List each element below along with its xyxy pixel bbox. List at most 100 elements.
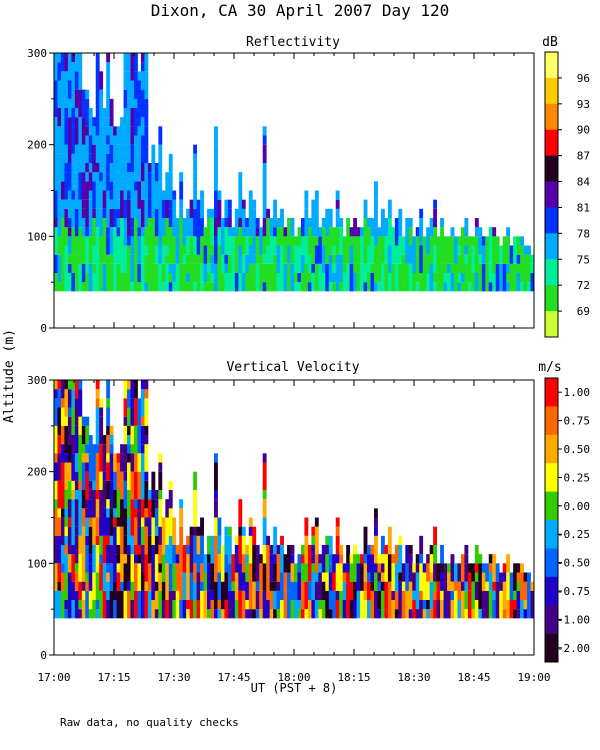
heatmap-cell [224,254,229,264]
heatmap-cell [106,563,111,573]
heatmap-cell [349,600,354,619]
heatmap-cell [200,218,204,237]
heatmap-cell [443,273,448,283]
heatmap-cell [419,600,424,619]
heatmap-cell [99,435,104,445]
heatmap-cell [95,407,100,435]
heatmap-cell [151,600,156,619]
heatmap-cell [353,245,358,273]
heatmap-cell [419,218,424,246]
heatmap-cell [454,563,458,582]
heatmap-cell [57,380,62,390]
heatmap-cell [161,581,166,600]
heatmap-cell [85,181,90,200]
heatmap-cell [300,245,305,255]
heatmap-cell [64,263,69,273]
heatmap-cell [78,600,83,610]
heatmap-cell [405,218,410,228]
heatmap-cell [401,254,406,283]
heatmap-cell [168,480,173,490]
heatmap-cell [102,435,107,445]
heatmap-cell [474,245,479,273]
heatmap-cell [394,545,399,564]
y-tick-label: 100 [27,557,47,570]
heatmap-cell [109,227,114,255]
heatmap-cell [471,572,476,582]
heatmap-cell [158,135,163,145]
heatmap-cell [88,227,93,237]
heatmap-cell [140,572,145,591]
heatmap-cell [234,273,239,292]
heatmap-cell [370,581,375,591]
heatmap-cell [234,545,239,573]
heatmap-cell [269,609,274,619]
heatmap-cell [241,199,246,209]
heatmap-cell [165,282,170,292]
heatmap-cell [140,53,145,63]
heatmap-cell [224,263,229,273]
heatmap-cell [255,609,260,619]
heatmap-cell [78,153,83,173]
heatmap-cell [74,499,79,527]
heatmap-cell [67,444,72,463]
heatmap-cell [447,273,451,292]
heatmap-cell [408,263,413,292]
heatmap-cell [224,227,229,255]
heatmap-cell [67,117,72,136]
heatmap-cell [252,609,257,619]
heatmap-cell [95,462,100,490]
heatmap-cell [203,554,208,573]
heatmap-cell [67,480,72,500]
heatmap-cell [144,425,149,435]
heatmap-cell [488,572,493,591]
heatmap-cell [88,153,93,163]
heatmap-cell [175,554,180,564]
heatmap-cell [57,535,62,564]
heatmap-cell [262,135,267,145]
heatmap-cell [380,236,385,264]
heatmap-cell [127,435,131,445]
heatmap-cell [54,508,58,536]
heatmap-cell [454,581,458,591]
heatmap-cell [335,263,340,292]
heatmap-cell [304,190,309,200]
heatmap-cell [280,545,284,573]
heatmap-cell [248,517,253,527]
heatmap-cell [433,581,438,591]
heatmap-cell [81,600,86,619]
heatmap-cell [450,554,455,582]
heatmap-cell [398,236,403,264]
heatmap-cell [262,163,267,191]
heatmap-cell [433,199,438,209]
heatmap-cell [398,535,403,545]
heatmap-cell [273,581,278,591]
heatmap-cell [134,53,138,72]
heatmap-cell [92,273,97,292]
heatmap-cell [363,554,368,564]
heatmap-cell [196,199,201,228]
heatmap-cell [450,227,455,237]
heatmap-cell [102,444,107,472]
heatmap-cell [144,254,149,283]
heatmap-cell [495,245,500,264]
heatmap-cell [95,181,100,209]
heatmap-cell [520,236,524,246]
heatmap-cell [78,389,83,417]
heatmap-cell [474,218,479,228]
heatmap-cell [332,590,337,619]
heatmap-cell [168,508,173,536]
heatmap-cell [64,508,69,518]
heatmap-cell [460,554,465,582]
heatmap-cell [248,263,253,292]
heatmap-cell [321,218,326,228]
heatmap-cell [106,282,111,292]
heatmap-cell [123,273,128,292]
heatmap-cell [346,273,351,292]
heatmap-cell [88,590,93,610]
heatmap-cell [259,554,264,564]
heatmap-cell [60,218,65,246]
heatmap-cell [134,263,138,292]
heatmap-cell [168,282,173,292]
heatmap-cell [102,144,107,163]
